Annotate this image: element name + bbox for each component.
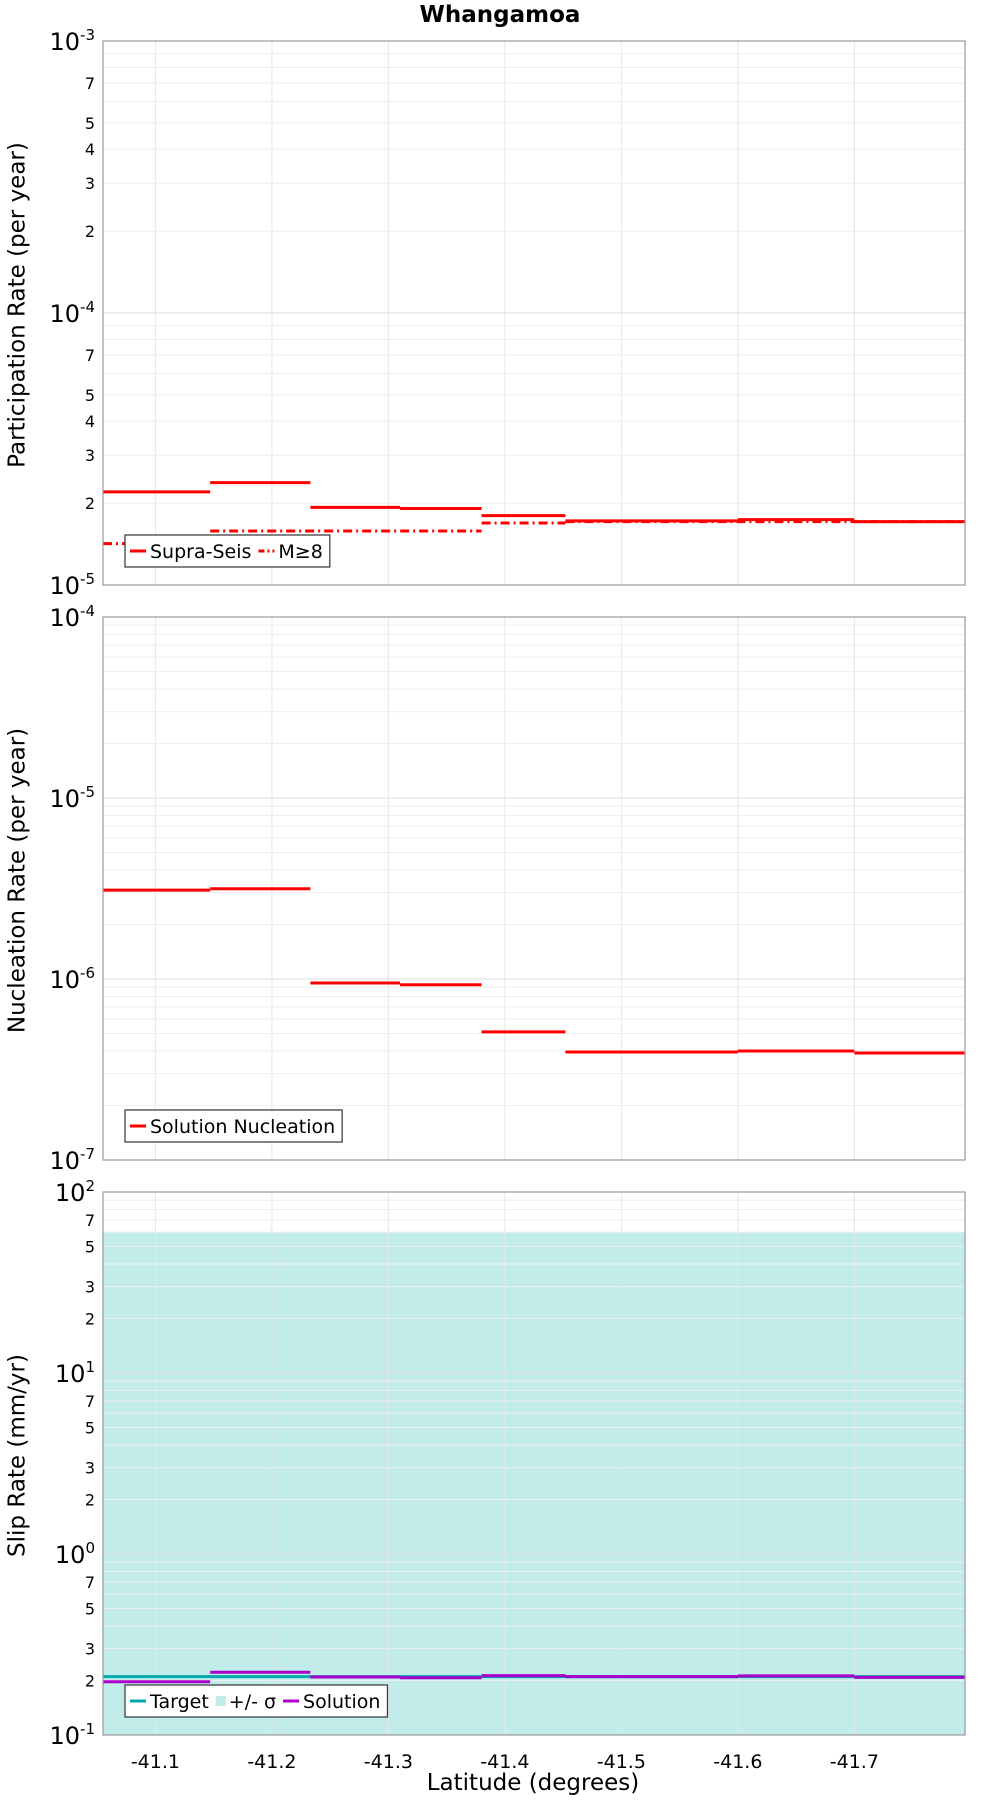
y-tick-label: 10-6	[49, 964, 95, 994]
y-tick-label: 2	[85, 494, 95, 513]
legend: Target +/- σ Solution	[124, 1684, 389, 1718]
y-tick-label: 5	[85, 1237, 95, 1256]
x-tick-label: -41.3	[364, 1751, 413, 1773]
nucleation-rate-panel: Nucleation Rate (per year) 10-7 10-6 10-5 1…	[5, 602, 966, 1175]
y-tick-label: 5	[85, 114, 95, 133]
y-tick-label: 3	[85, 1640, 95, 1659]
legend-entry: Solution	[303, 1691, 380, 1713]
x-axis-label: Latitude (degrees)	[427, 1770, 640, 1796]
legend-entry: Solution Nucleation	[150, 1116, 335, 1138]
y-tick-label: 102	[55, 1177, 95, 1207]
legend-entry: +/- σ	[229, 1691, 276, 1713]
legend-box	[124, 1684, 389, 1718]
y-tick-label: 2	[85, 1491, 95, 1510]
y-tick-label: 10-4	[49, 602, 95, 632]
y-tick-label: 3	[85, 1278, 95, 1297]
y-tick-label: 7	[85, 1392, 95, 1411]
legend-box	[124, 534, 331, 568]
y-tick-label: 10-1	[49, 1720, 95, 1750]
y-tick-label: 10-5	[49, 783, 95, 813]
y-tick-label: 7	[85, 346, 95, 365]
y-tick-label: 7	[85, 74, 95, 93]
y-tick-label: 4	[85, 140, 95, 159]
legend: Solution Nucleation	[124, 1109, 343, 1143]
x-tick-label: -41.1	[131, 1751, 180, 1773]
nucleation-y-axis-label: Nucleation Rate (per year)	[5, 728, 31, 1033]
y-tick-label: 5	[85, 1599, 95, 1618]
legend-entry: M≥8	[278, 541, 322, 563]
legend-entry: Target	[149, 1691, 209, 1713]
plot-frame	[102, 40, 966, 586]
y-tick-label: 100	[55, 1539, 95, 1569]
x-tick-label: -41.5	[597, 1751, 646, 1773]
y-tick-label: 7	[85, 1211, 95, 1230]
participation-rate-panel: Participation Rate (per year) 10-5 2 3 4 5 7 1…	[5, 26, 966, 600]
y-tick-label: 5	[85, 386, 95, 405]
y-tick-label: 7	[85, 1573, 95, 1592]
y-tick-label: 10-5	[49, 570, 95, 600]
x-tick-label: -41.6	[713, 1751, 762, 1773]
participation-y-axis-label: Participation Rate (per year)	[5, 142, 31, 468]
x-tick-label: -41.7	[830, 1751, 879, 1773]
sigma-band	[103, 1232, 965, 1735]
y-tick-label: 101	[55, 1358, 95, 1388]
y-tick-label: 5	[85, 1418, 95, 1437]
y-tick-label: 2	[85, 222, 95, 241]
legend-entry: Supra-Seis	[150, 541, 251, 563]
x-tick-label: -41.4	[480, 1751, 529, 1773]
y-tick-label: 10-3	[49, 26, 95, 56]
plot-frame	[102, 1191, 966, 1736]
y-tick-label: 4	[85, 412, 95, 431]
y-tick-label: 2	[85, 1672, 95, 1691]
legend: Supra-Seis M≥8	[124, 534, 331, 568]
x-tick-label: -41.2	[247, 1751, 296, 1773]
slip-rate-panel: Slip Rate (mm/yr) 10-1 2 3 5 7 100 2 3 5 7 101 2 3 5 7…	[5, 1177, 966, 1773]
legend-swatch	[215, 1696, 226, 1706]
y-tick-label: 3	[85, 174, 95, 193]
y-tick-label: 2	[85, 1310, 95, 1329]
slip-rate-y-axis-label: Slip Rate (mm/yr)	[5, 1354, 31, 1557]
legend-box	[124, 1109, 343, 1143]
y-tick-label: 10-4	[49, 298, 95, 328]
plot-frame	[102, 616, 966, 1161]
y-tick-label: 3	[85, 446, 95, 465]
chart-title: Whangamoa	[420, 2, 581, 28]
y-tick-label: 3	[85, 1459, 95, 1478]
y-tick-label: 10-7	[49, 1145, 95, 1175]
